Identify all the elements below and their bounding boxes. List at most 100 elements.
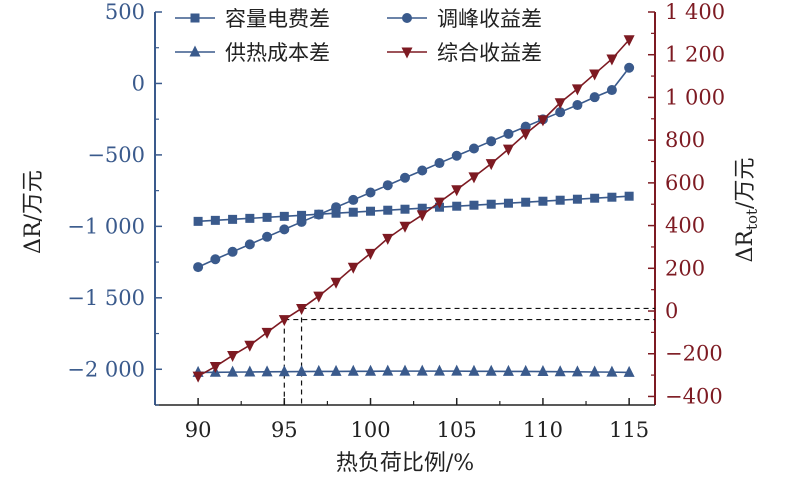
data-point [227,365,239,377]
data-point [347,262,359,274]
data-point [451,150,462,161]
data-point [468,143,479,154]
y-axis-right-label: ΔRtot/万元 [733,158,761,263]
x-tick-label: 90 [185,418,212,442]
series-3 [192,364,635,377]
data-point [417,165,428,176]
data-point [382,364,394,376]
data-point [469,200,479,210]
legend-label: 调峰收益差 [437,7,542,31]
legend-item-2: 调峰收益差 [387,7,542,31]
data-point [244,340,256,352]
x-axis-label: 热负荷比例/% [336,451,474,476]
data-point [400,204,410,214]
plot-frame [154,12,656,406]
data-point [606,365,618,377]
data-point [399,221,411,233]
data-point [365,248,377,260]
data-point [554,98,566,110]
data-point [624,191,634,201]
y-axis-right-label-main: ΔR [733,229,758,263]
data-point [382,233,394,245]
data-point [296,303,308,315]
y-axis-left-label: ΔR/万元 [21,170,46,254]
data-point [209,362,221,374]
data-point [261,365,273,377]
data-point [486,136,497,147]
data-point [382,180,393,191]
data-point [554,365,566,377]
y-left-tick-label: −1 500 [67,286,145,310]
y-left-tick-label: 0 [132,71,145,95]
x-tick-label: 100 [350,418,390,442]
data-point [537,115,549,127]
data-point [555,107,566,118]
data-point [313,209,324,220]
y-left-tick-label: −1 000 [67,214,145,238]
y-left-tick-label: −2 000 [67,357,145,381]
data-point [606,85,617,96]
data-point [606,54,618,66]
legend-marker [190,13,200,23]
data-point [227,246,238,257]
data-point [520,121,531,132]
y-left-tick-label: 500 [105,0,145,24]
data-point [485,159,497,171]
data-point [572,194,582,204]
data-point [244,239,255,250]
data-point [365,364,377,376]
data-point [452,201,462,211]
data-point [313,291,325,303]
y-axis-right-label-sub: tot [743,209,761,230]
data-point [537,365,549,377]
data-point [347,364,359,376]
data-point [193,216,203,226]
data-point [313,364,325,376]
data-point [296,365,308,377]
legend-label: 供热成本差 [225,41,330,65]
data-point [571,84,583,96]
guide-lines [283,307,655,405]
y-right-tick-label: 200 [665,256,705,280]
y-right-tick-label: 600 [665,171,705,195]
y-right-tick-label: −200 [665,342,723,366]
data-point [434,158,445,169]
data-point [433,197,445,209]
data-point [262,212,272,222]
data-point [503,198,513,208]
data-point [192,371,204,383]
data-point [365,187,376,198]
data-point [433,364,445,376]
legend-marker [189,45,201,57]
data-point [193,262,204,273]
data-point [572,100,583,111]
data-point [607,192,617,202]
data-point [296,216,307,227]
data-point [416,210,428,222]
legend-item-4: 综合收益差 [387,41,542,65]
data-point [417,203,427,213]
data-point [348,194,359,205]
y-right-tick-label: 0 [665,299,678,323]
data-point [624,62,635,73]
data-point [520,129,532,141]
data-point [623,35,635,47]
data-point [210,254,221,265]
x-tick-label: 95 [271,418,298,442]
data-point [502,144,514,156]
y-right-tick-label: 400 [665,214,705,238]
legend-label: 综合收益差 [437,41,542,65]
data-point [468,172,480,184]
data-point [245,213,255,223]
data-point [521,197,531,207]
data-point [330,364,342,376]
data-point [297,210,307,220]
data-point [399,364,411,376]
legend-marker [401,47,413,59]
data-point [589,69,601,81]
data-point [330,277,342,289]
data-point [502,364,514,376]
data-point [538,196,548,206]
y-right-tick-label: 1 400 [665,0,725,24]
data-point [623,365,635,377]
